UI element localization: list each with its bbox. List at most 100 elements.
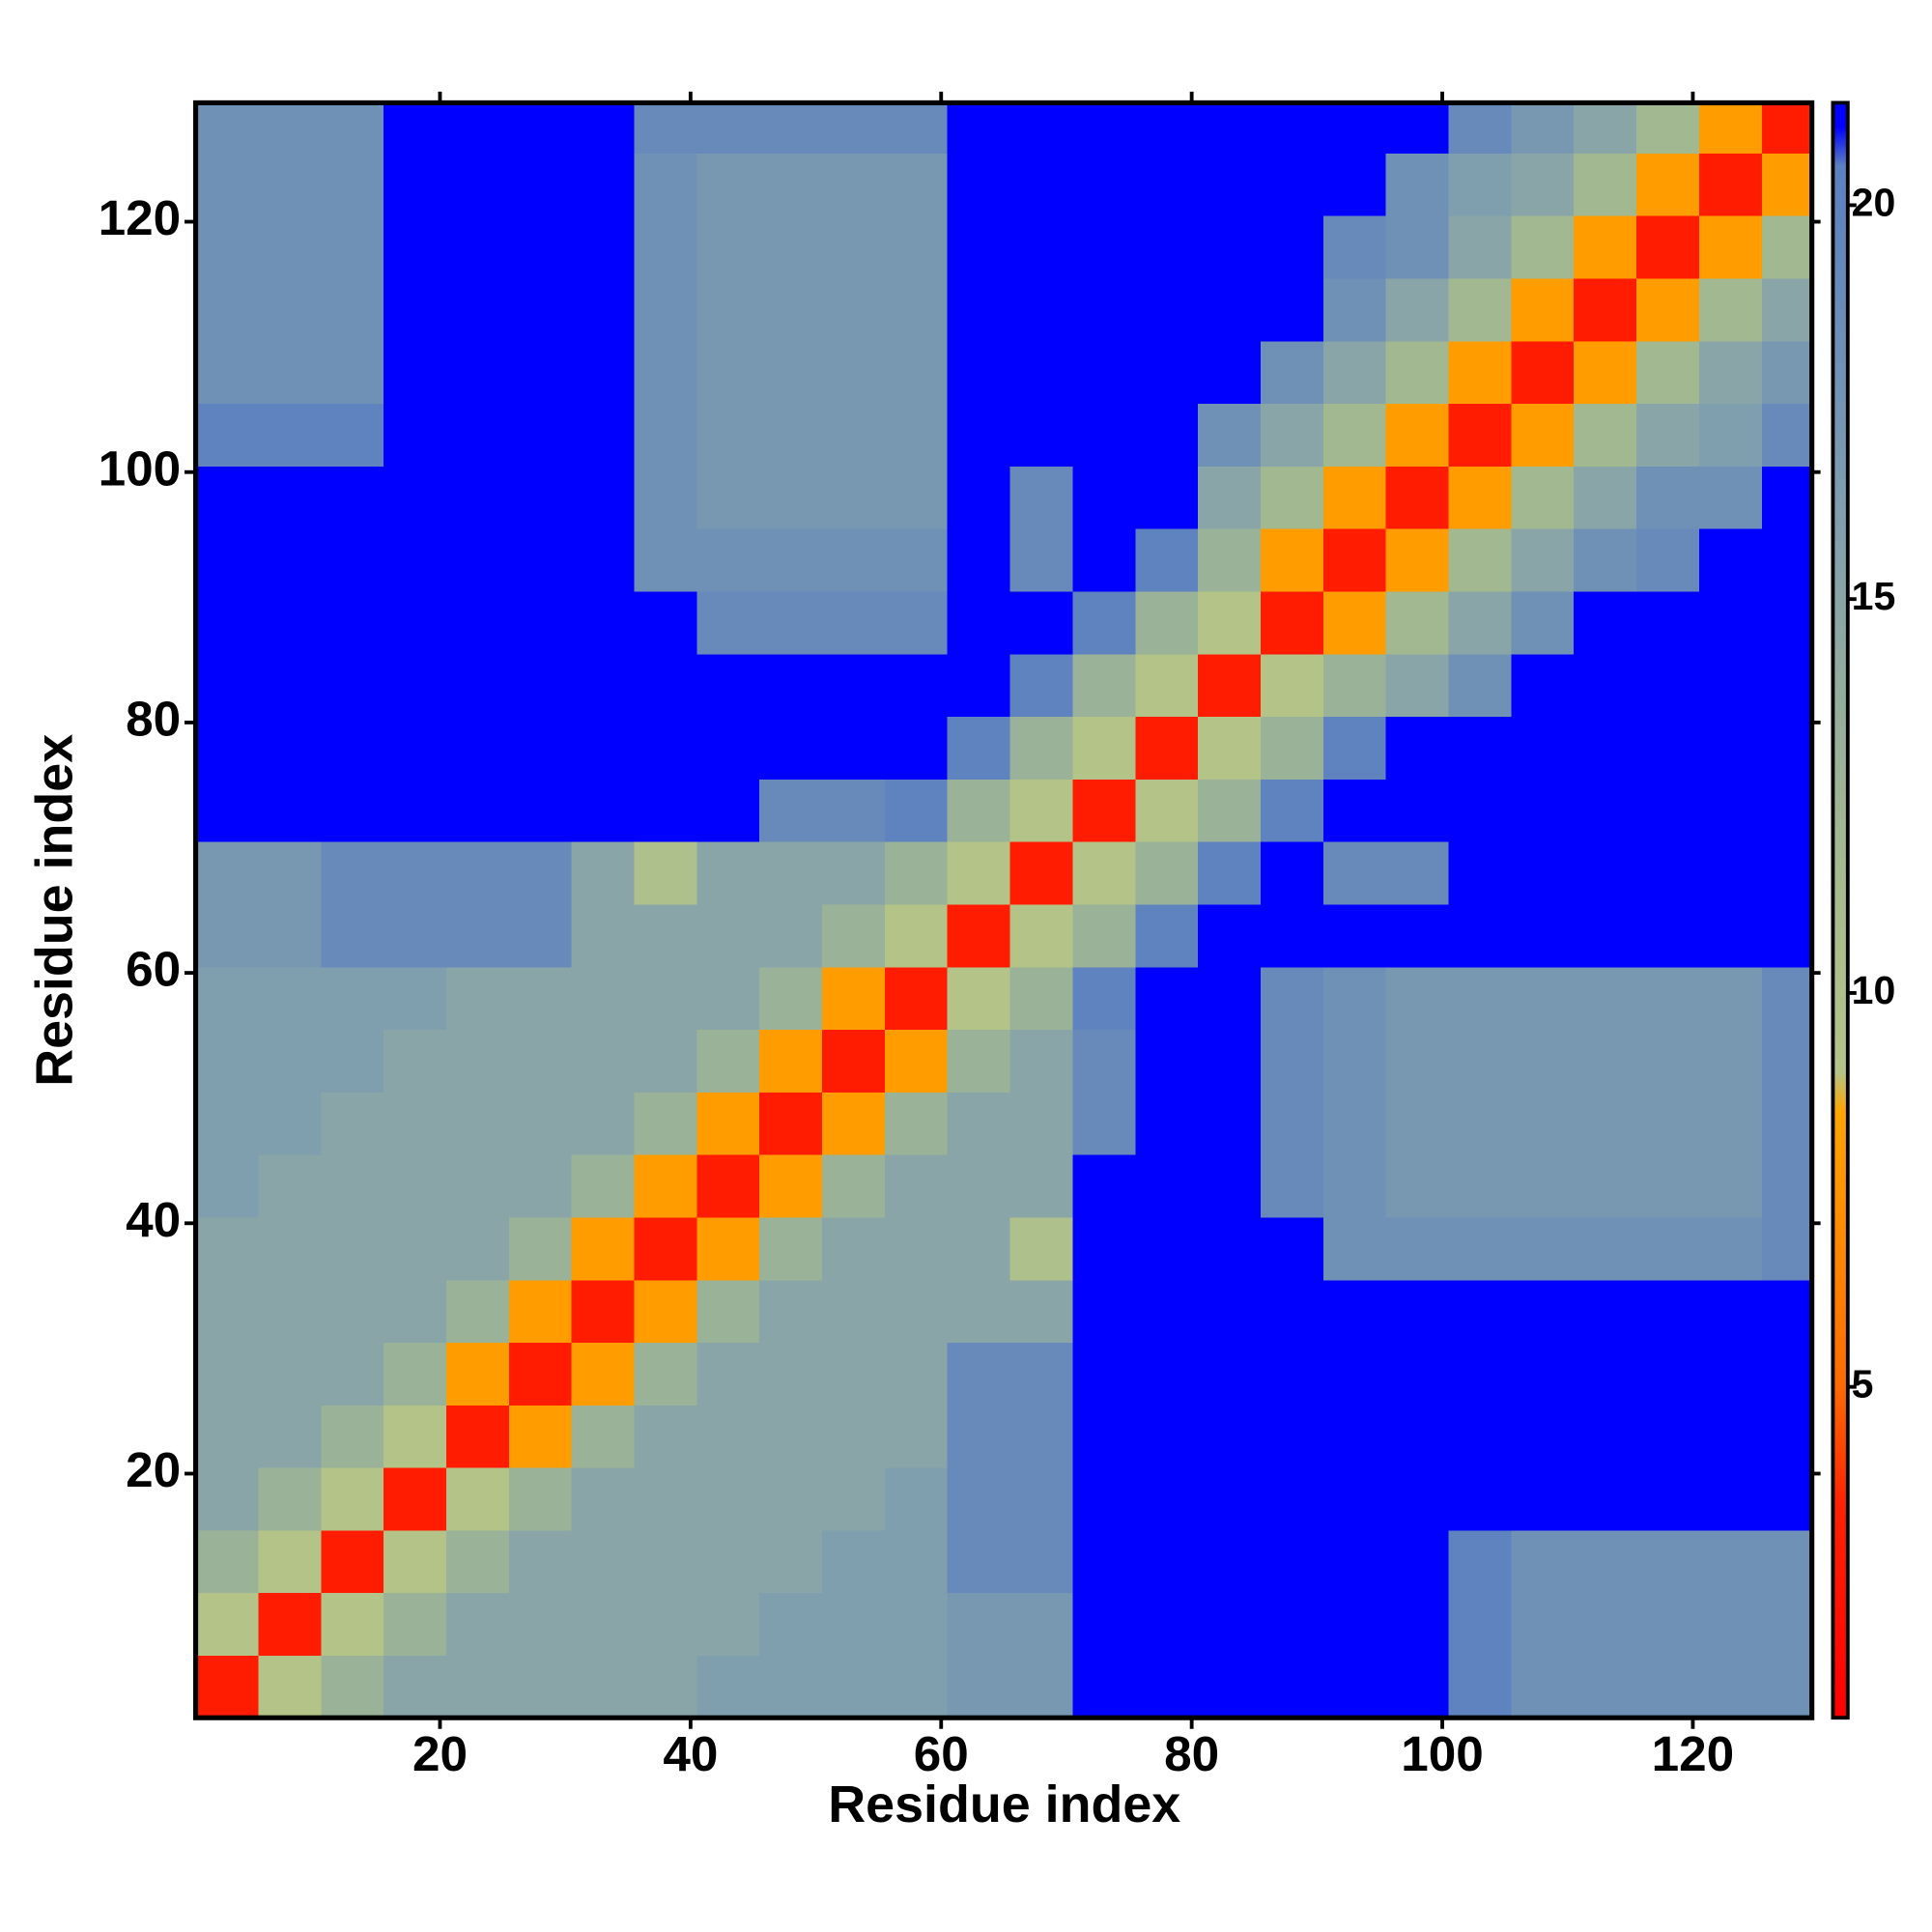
heatmap-cell: [508, 1279, 573, 1344]
heatmap-cell: [1260, 1655, 1324, 1719]
heatmap-cell: [696, 1655, 760, 1719]
heatmap-cell: [1072, 1154, 1136, 1218]
heatmap-cell: [1574, 1529, 1637, 1594]
heatmap-cell: [1135, 1467, 1199, 1531]
heatmap-cell: [1135, 1092, 1199, 1155]
heatmap-cell: [1135, 653, 1199, 718]
heatmap-cell: [1198, 779, 1262, 842]
heatmap-cell: [1009, 1279, 1074, 1344]
heatmap-cell: [1198, 1092, 1262, 1155]
heatmap-cell: [1385, 903, 1450, 968]
heatmap-cell: [1761, 1529, 1812, 1594]
heatmap-cell: [1385, 277, 1450, 342]
heatmap-cell: [1135, 403, 1199, 467]
heatmap-cell: [696, 841, 760, 905]
heatmap-cell: [258, 340, 322, 405]
heatmap-cell: [1574, 966, 1637, 1031]
heatmap-cell: [321, 403, 384, 467]
heatmap-cell: [258, 966, 322, 1031]
heatmap-cell: [947, 590, 1011, 655]
heatmap-cell: [195, 1279, 260, 1344]
heatmap-cell: [1698, 340, 1763, 405]
heatmap-cell: [1574, 1216, 1637, 1281]
heatmap-cell: [759, 1342, 823, 1406]
heatmap-cell: [384, 403, 447, 467]
heatmap-cell: [822, 528, 886, 592]
heatmap-cell: [1322, 590, 1387, 655]
heatmap-cell: [508, 1216, 573, 1281]
heatmap-cell: [1135, 1342, 1199, 1406]
heatmap-cell: [822, 215, 886, 279]
heatmap-cell: [508, 1529, 573, 1594]
heatmap-cell: [1072, 466, 1136, 529]
heatmap-cell: [822, 1092, 886, 1155]
heatmap-cell: [1260, 1592, 1324, 1657]
heatmap-cell: [1574, 1405, 1637, 1468]
heatmap-cell: [571, 653, 636, 718]
heatmap-cell: [258, 215, 322, 279]
heatmap-cell: [1698, 841, 1763, 905]
heatmap-cell: [1322, 1154, 1387, 1218]
heatmap-cell: [445, 215, 510, 279]
heatmap-cell: [1385, 1592, 1450, 1657]
heatmap-cell: [1135, 1592, 1199, 1657]
heatmap-cell: [947, 1655, 1011, 1719]
heatmap-cell: [258, 1592, 322, 1657]
heatmap-cell: [1574, 779, 1637, 842]
heatmap-cell: [1636, 1655, 1700, 1719]
heatmap-cell: [1574, 1029, 1637, 1093]
heatmap-cell: [1511, 779, 1575, 842]
heatmap-cell: [321, 590, 384, 655]
heatmap-cell: [571, 966, 636, 1031]
heatmap-cell: [508, 716, 573, 780]
heatmap-cell: [822, 1342, 886, 1406]
heatmap-cell: [195, 466, 260, 529]
heatmap-cell: [1448, 1342, 1513, 1406]
heatmap-cell: [884, 1092, 949, 1155]
heatmap-cell: [1636, 590, 1700, 655]
heatmap-cell: [1198, 841, 1262, 905]
heatmap-cell: [384, 215, 447, 279]
y-tick-label: 80: [126, 691, 181, 746]
heatmap-cell: [1198, 1279, 1262, 1344]
heatmap-cell: [384, 1154, 447, 1218]
heatmap-cell: [384, 466, 447, 529]
heatmap-cell: [1448, 1216, 1513, 1281]
heatmap-cell: [759, 779, 823, 842]
heatmap-cell: [321, 215, 384, 279]
heatmap-cell: [321, 1029, 384, 1093]
heatmap-cell: [696, 277, 760, 342]
heatmap-cell: [508, 653, 573, 718]
heatmap-cell: [822, 403, 886, 467]
heatmap-cell: [1574, 841, 1637, 905]
heatmap-cell: [947, 966, 1011, 1031]
heatmap-cell: [508, 1592, 573, 1657]
heatmap-cell: [759, 903, 823, 968]
heatmap-cell: [571, 153, 636, 216]
x-axis-label: Residue index: [828, 1776, 1180, 1833]
heatmap-cell: [947, 340, 1011, 405]
heatmap-cell: [508, 215, 573, 279]
heatmap-cell: [1135, 340, 1199, 405]
heatmap-cell: [822, 653, 886, 718]
heatmap-cell: [822, 590, 886, 655]
heatmap-cell: [321, 716, 384, 780]
heatmap-cell: [947, 903, 1011, 968]
heatmap-cell: [1260, 215, 1324, 279]
heatmap-cell: [1072, 779, 1136, 842]
heatmap-cell: [1636, 653, 1700, 718]
heatmap-cell: [696, 1467, 760, 1531]
heatmap-cell: [1072, 1029, 1136, 1093]
heatmap-cell: [1761, 1216, 1812, 1281]
heatmap-cell: [1322, 1655, 1387, 1719]
heatmap-cell: [384, 903, 447, 968]
heatmap-cell: [384, 1529, 447, 1594]
heatmap-cell: [1198, 153, 1262, 216]
heatmap-cell: [1636, 153, 1700, 216]
heatmap-cell: [1072, 1279, 1136, 1344]
heatmap-cell: [1698, 1216, 1763, 1281]
heatmap-cell: [884, 466, 949, 529]
heatmap-cell: [759, 716, 823, 780]
heatmap-cell: [1761, 153, 1812, 216]
heatmap-cell: [1636, 903, 1700, 968]
